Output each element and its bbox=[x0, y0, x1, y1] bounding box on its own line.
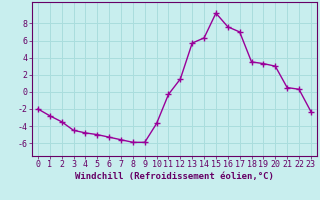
X-axis label: Windchill (Refroidissement éolien,°C): Windchill (Refroidissement éolien,°C) bbox=[75, 172, 274, 181]
